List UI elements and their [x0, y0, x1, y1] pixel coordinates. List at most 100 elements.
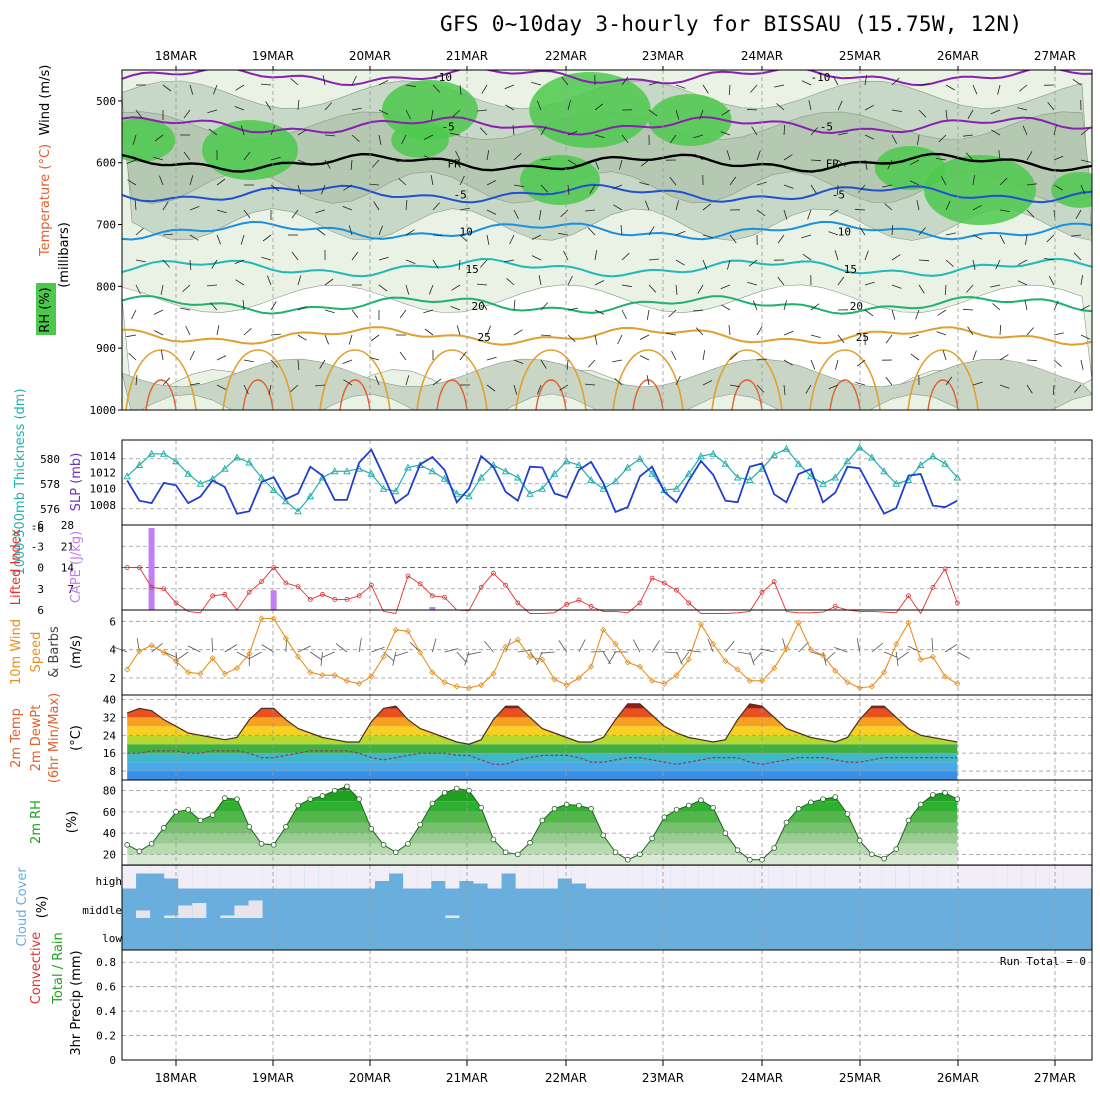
wind-barb	[783, 384, 786, 395]
li-point-66	[930, 584, 936, 590]
wind-barb	[162, 377, 171, 386]
rh-point-63	[893, 846, 900, 852]
wind-barb	[373, 201, 380, 211]
wind-barb	[864, 75, 867, 86]
wind-barb	[290, 384, 299, 392]
wind-barb	[997, 84, 1001, 95]
wind10-barb-18	[335, 643, 348, 653]
wind-barb	[154, 134, 164, 142]
cloud-high-bar-13	[304, 866, 319, 889]
cloud-high-bar-63	[1007, 866, 1022, 889]
wind-barb	[837, 276, 845, 286]
cloud-high-bar-23	[445, 866, 460, 889]
upper-ytick-5: 1000	[90, 404, 117, 417]
wind-barb	[128, 352, 137, 361]
wind-barb	[918, 284, 925, 294]
thickness-point-57	[819, 479, 827, 487]
rh-point-11	[258, 840, 265, 847]
rh-point-10	[246, 823, 253, 830]
li-point-4	[173, 600, 179, 606]
thickness-point-9	[233, 453, 241, 461]
wind-barb	[567, 307, 578, 311]
wind-barb	[477, 109, 488, 112]
wind-barb	[828, 384, 839, 390]
rh-tick-0: 20	[103, 848, 116, 861]
wind-barb	[810, 303, 820, 311]
slp-label: SLP (mb)	[69, 453, 84, 512]
rh-point-59	[844, 811, 851, 817]
cloud-middle-bar-9	[248, 900, 263, 918]
wind-barb	[297, 334, 307, 341]
li-point-53	[771, 579, 777, 585]
wind-barb	[324, 334, 329, 345]
wind-barb	[486, 234, 490, 245]
li-point-37	[576, 597, 582, 603]
date-top-7: 25MAR	[839, 49, 881, 63]
wind10-barb-66	[931, 637, 934, 653]
wind10-barb-1	[136, 638, 140, 653]
li-point-10	[246, 589, 252, 595]
cloud-high-bar-47	[782, 866, 797, 889]
cloud-high-bar-33	[585, 866, 600, 889]
li-point-30	[491, 570, 496, 576]
rh-point-54	[783, 819, 790, 826]
thickness-point-3	[160, 449, 168, 457]
wind-barb	[699, 109, 704, 120]
wind-barb	[297, 129, 307, 136]
li-point-32	[515, 600, 521, 606]
rh-point-12	[270, 842, 277, 848]
wind-barb	[1044, 258, 1055, 261]
wind-barb	[370, 334, 380, 342]
wind-barb	[1046, 234, 1055, 243]
wind10-barb-40	[608, 651, 616, 665]
wind-barb	[242, 299, 245, 311]
date-bottom-3: 21MAR	[446, 1071, 488, 1085]
wind-barb	[967, 109, 974, 119]
rh-point-46	[685, 802, 692, 809]
wind-barb	[783, 359, 793, 366]
date-top-4: 22MAR	[545, 49, 587, 63]
wind-barb	[297, 359, 300, 371]
cloud-high-bar-55	[895, 866, 910, 889]
hot-contour-2	[339, 379, 371, 410]
rh-point-29	[478, 804, 485, 811]
cloud-high-bar-26	[487, 866, 502, 889]
li-point-45	[674, 587, 679, 593]
wind-barb	[297, 99, 300, 111]
wind10-barb-50	[737, 651, 752, 655]
legend-rh-swatch	[36, 283, 56, 335]
precip-run-total: Run Total = 0	[1000, 955, 1086, 968]
wind-barb	[644, 200, 650, 211]
temp-label-c: (6hr Min/Max)	[47, 693, 62, 783]
temp-contour-label-5-0: 15	[465, 263, 478, 276]
wind-barb	[675, 109, 680, 120]
li-point-38	[588, 604, 594, 609]
rh-point-47	[698, 797, 704, 803]
temp-contour-label-4-1: 10	[838, 226, 851, 239]
wind-barb	[802, 253, 812, 261]
wind-barb	[459, 84, 462, 95]
li-point-24	[417, 581, 423, 587]
cloud-high-bar-19	[389, 866, 404, 874]
wind-barb	[967, 326, 974, 336]
li-point-1	[136, 565, 142, 570]
wind-barb	[159, 175, 164, 186]
thickness-point-36	[562, 457, 571, 465]
wind-barb	[1026, 327, 1034, 336]
wind10-barb-27	[456, 651, 467, 663]
wind-barb	[567, 334, 576, 342]
wind-barb	[666, 332, 677, 336]
wind10-point-62	[881, 669, 888, 676]
thickness-tick-2: 580	[40, 453, 60, 466]
wind-barb	[805, 384, 812, 394]
li-point-31	[503, 582, 509, 588]
rh-point-50	[734, 847, 741, 853]
wind10-label-c: & Barbs	[47, 626, 62, 678]
wind10-barb-14	[297, 645, 311, 653]
wind-barb	[588, 359, 596, 368]
wind-barb	[783, 209, 788, 220]
wind-barb	[729, 352, 738, 361]
wind-barb	[405, 259, 416, 264]
rh-point-19	[356, 796, 362, 802]
